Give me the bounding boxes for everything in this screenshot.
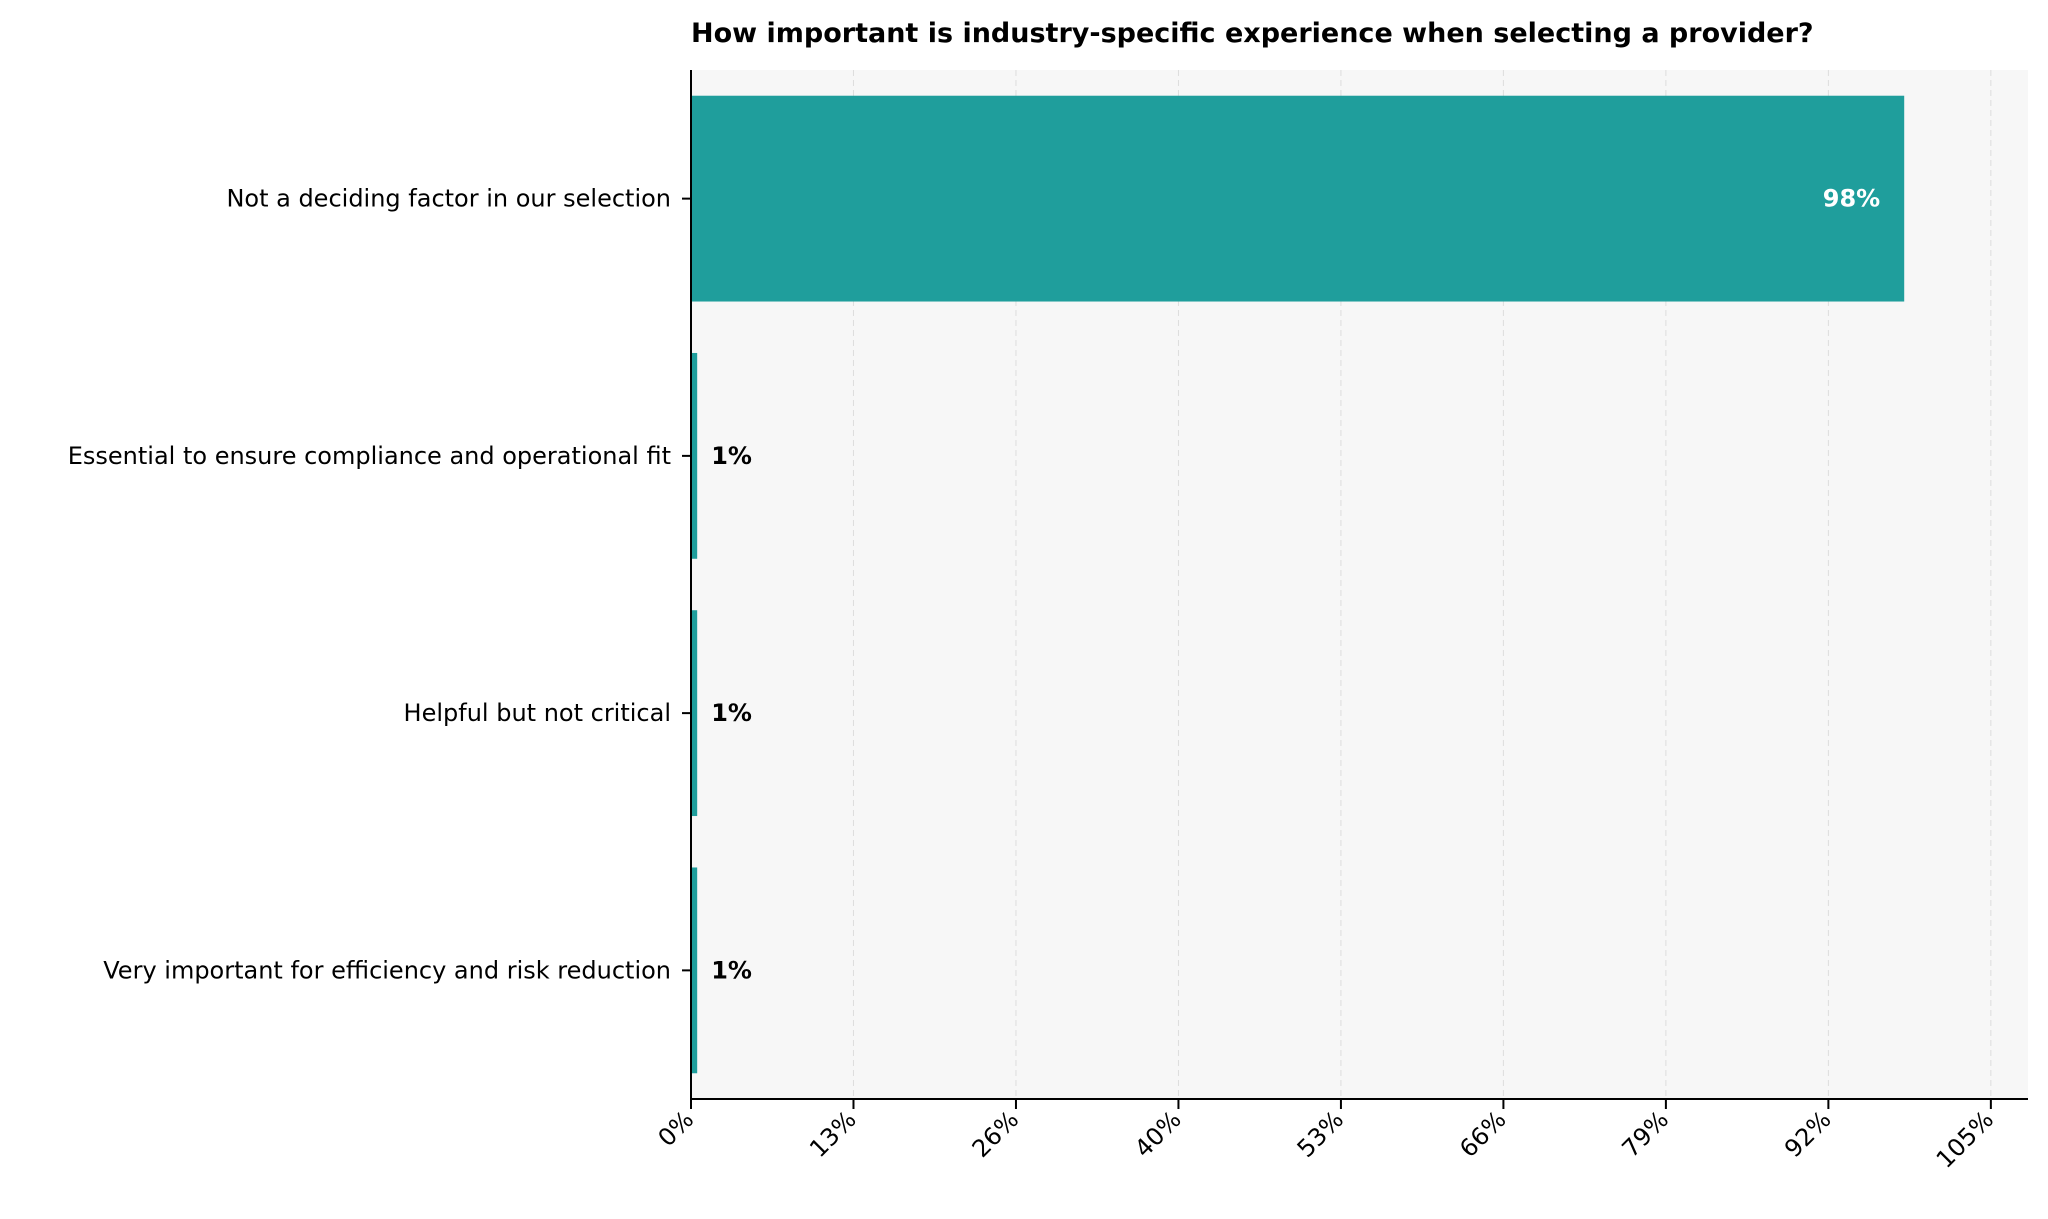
category-label: Very important for efficiency and risk r…: [103, 956, 671, 984]
category-label: Not a deciding factor in our selection: [226, 185, 671, 213]
x-tick-label: 40%: [1129, 1105, 1187, 1163]
value-label: 1%: [711, 442, 752, 470]
value-label: 1%: [711, 699, 752, 727]
bar: [691, 867, 698, 1074]
value-label: 98%: [1823, 185, 1880, 213]
x-tick-label: 0%: [653, 1105, 700, 1152]
x-tick-label: 13%: [804, 1105, 862, 1163]
x-tick-label: 66%: [1454, 1105, 1512, 1163]
bar: [691, 95, 1905, 302]
bar: [691, 352, 698, 559]
chart-title: How important is industry-specific exper…: [691, 18, 1814, 49]
x-tick-label: 26%: [967, 1105, 1025, 1163]
category-label: Helpful but not critical: [404, 699, 671, 727]
x-tick-label: 53%: [1292, 1105, 1350, 1163]
category-label: Essential to ensure compliance and opera…: [68, 442, 671, 470]
x-tick-label: 92%: [1779, 1105, 1837, 1163]
bar: [691, 610, 698, 817]
x-tick-label: 105%: [1931, 1105, 1999, 1173]
x-tick-label: 79%: [1617, 1105, 1675, 1163]
value-label: 1%: [711, 956, 752, 984]
